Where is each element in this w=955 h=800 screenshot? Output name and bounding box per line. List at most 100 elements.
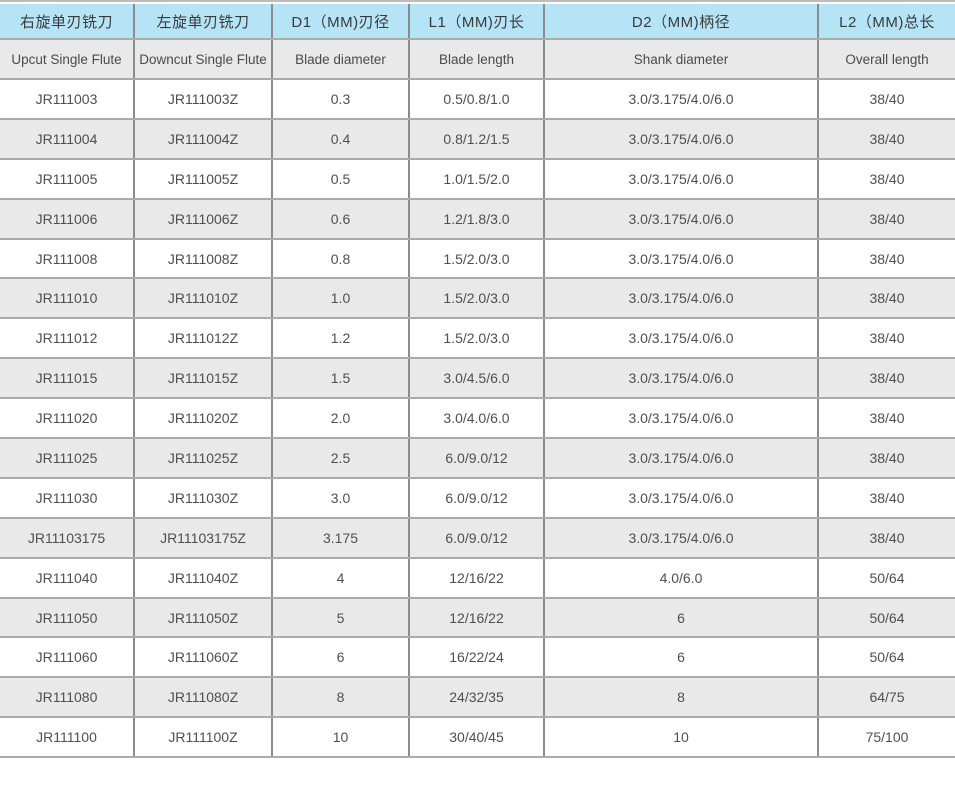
table-row: JR11103175 JR11103175Z 3.175 6.0/9.0/12 3.0/… [0,516,955,559]
table-cell: 38/40 [817,237,955,280]
table-row: JR111004 JR111004Z 0.4 0.8/1.2/1.5 3.0/3.175… [0,117,955,160]
spec-table-body: JR111003 JR111003Z 0.3 0.5/0.8/1.0 3.0/3.175… [0,78,955,759]
table-cell: 6 [271,636,410,679]
table-row: JR111008 JR111008Z 0.8 1.5/2.0/3.0 3.0/3.175… [0,237,955,280]
table-row: JR111100 JR111100Z 10 30/40/45 10 75/100 [0,716,955,759]
table-cell: JR111010 [0,277,135,320]
table-cell: 50/64 [817,596,955,639]
table-row: JR111005 JR111005Z 0.5 1.0/1.5/2.0 3.0/3.175… [0,157,955,200]
table-cell: 1.0 [271,277,410,320]
table-cell: 0.4 [271,117,410,160]
table-row: JR111030 JR111030Z 3.0 6.0/9.0/12 3.0/3.175/… [0,476,955,519]
table-cell: JR111015 [0,357,135,400]
table-row: JR111020 JR111020Z 2.0 3.0/4.0/6.0 3.0/3.175… [0,397,955,440]
table-cell: JR111080 [0,676,135,719]
table-cell: 16/22/24 [408,636,545,679]
table-cell: 8 [271,676,410,719]
table-cell: JR111050Z [133,596,273,639]
table-cell: 64/75 [817,676,955,719]
header-row-cn: 右旋单刃铣刀 左旋单刃铣刀 D1（MM)刃径 L1（MM)刃长 D2（MM)柄径 L2（M… [0,4,955,40]
header-row-en: Upcut Single Flute Downcut Single Flute Bl… [0,38,955,80]
table-cell: 1.5/2.0/3.0 [408,317,545,360]
table-cell: 2.5 [271,437,410,479]
table-cell: 1.2 [271,317,410,360]
header-cell-en: Blade diameter [271,38,410,80]
table-cell: 3.0/3.175/4.0/6.0 [543,437,819,479]
table-cell: JR111005 [0,157,135,200]
table-cell: JR111012 [0,317,135,360]
table-cell: 6 [543,596,819,639]
table-cell: JR111005Z [133,157,273,200]
table-cell: JR111030Z [133,476,273,519]
table-cell: 38/40 [817,197,955,240]
table-cell: JR111008 [0,237,135,280]
table-cell: 38/40 [817,357,955,400]
spec-table: 右旋单刃铣刀 左旋单刃铣刀 D1（MM)刃径 L1（MM)刃长 D2（MM)柄径 L2（M… [0,4,955,759]
table-row: JR111015 JR111015Z 1.5 3.0/4.5/6.0 3.0/3.175… [0,357,955,400]
table-cell: 5 [271,596,410,639]
table-cell: 38/40 [817,397,955,440]
header-cell-en: Shank diameter [543,38,819,80]
table-cell: 12/16/22 [408,596,545,639]
table-cell: 4.0/6.0 [543,556,819,599]
table-row: JR111050 JR111050Z 5 12/16/22 6 50/64 [0,596,955,639]
table-cell: 3.0/3.175/4.0/6.0 [543,357,819,400]
table-cell: JR111030 [0,476,135,519]
table-cell: 4 [271,556,410,599]
table-cell: 38/40 [817,317,955,360]
table-cell: 24/32/35 [408,676,545,719]
table-cell: JR111060Z [133,636,273,679]
table-cell: 10 [543,716,819,759]
table-cell: 3.0/3.175/4.0/6.0 [543,197,819,240]
table-cell: 3.0 [271,476,410,519]
table-row: JR111080 JR111080Z 8 24/32/35 8 64/75 [0,676,955,719]
table-cell: 50/64 [817,636,955,679]
table-cell: 12/16/22 [408,556,545,599]
table-cell: 30/40/45 [408,716,545,759]
table-cell: 1.5/2.0/3.0 [408,237,545,280]
table-cell: JR111100 [0,716,135,759]
table-cell: JR111010Z [133,277,273,320]
table-cell: JR111006Z [133,197,273,240]
table-cell: 0.8 [271,237,410,280]
table-cell: 0.6 [271,197,410,240]
table-cell: JR111040Z [133,556,273,599]
table-cell: 6.0/9.0/12 [408,516,545,559]
table-cell: JR111060 [0,636,135,679]
table-cell: JR111008Z [133,237,273,280]
table-cell: 3.0/3.175/4.0/6.0 [543,237,819,280]
table-cell: 3.0/3.175/4.0/6.0 [543,117,819,160]
table-cell: 38/40 [817,516,955,559]
table-cell: 3.0/3.175/4.0/6.0 [543,317,819,360]
table-cell: 0.5 [271,157,410,200]
table-cell: 3.0/4.0/6.0 [408,397,545,440]
table-cell: 3.0/3.175/4.0/6.0 [543,277,819,320]
table-cell: 6 [543,636,819,679]
table-cell: 50/64 [817,556,955,599]
header-cell-en: Downcut Single Flute [133,38,273,80]
table-cell: 8 [543,676,819,719]
table-cell: JR111006 [0,197,135,240]
table-cell: 0.8/1.2/1.5 [408,117,545,160]
table-cell: 0.3 [271,78,410,120]
table-cell: JR111012Z [133,317,273,360]
table-cell: 3.175 [271,516,410,559]
table-cell: 3.0/3.175/4.0/6.0 [543,516,819,559]
header-cell-cn: L2（MM)总长 [817,4,955,40]
table-row: JR111060 JR111060Z 6 16/22/24 6 50/64 [0,636,955,679]
table-cell: 3.0/3.175/4.0/6.0 [543,397,819,440]
table-cell: 3.0/4.5/6.0 [408,357,545,400]
table-cell: JR111025Z [133,437,273,479]
table-cell: 6.0/9.0/12 [408,476,545,519]
table-row: JR111025 JR111025Z 2.5 6.0/9.0/12 3.0/3.175/… [0,437,955,479]
table-cell: JR111025 [0,437,135,479]
header-cell-cn: 右旋单刃铣刀 [0,4,135,40]
table-cell: 1.2/1.8/3.0 [408,197,545,240]
table-row: JR111040 JR111040Z 4 12/16/22 4.0/6.0 50/64 [0,556,955,599]
header-cell-en: Overall length [817,38,955,80]
table-row: JR111010 JR111010Z 1.0 1.5/2.0/3.0 3.0/3.175… [0,277,955,320]
table-cell: JR11103175Z [133,516,273,559]
table-row: JR111012 JR111012Z 1.2 1.5/2.0/3.0 3.0/3.175… [0,317,955,360]
table-cell: JR111020Z [133,397,273,440]
table-cell: 75/100 [817,716,955,759]
